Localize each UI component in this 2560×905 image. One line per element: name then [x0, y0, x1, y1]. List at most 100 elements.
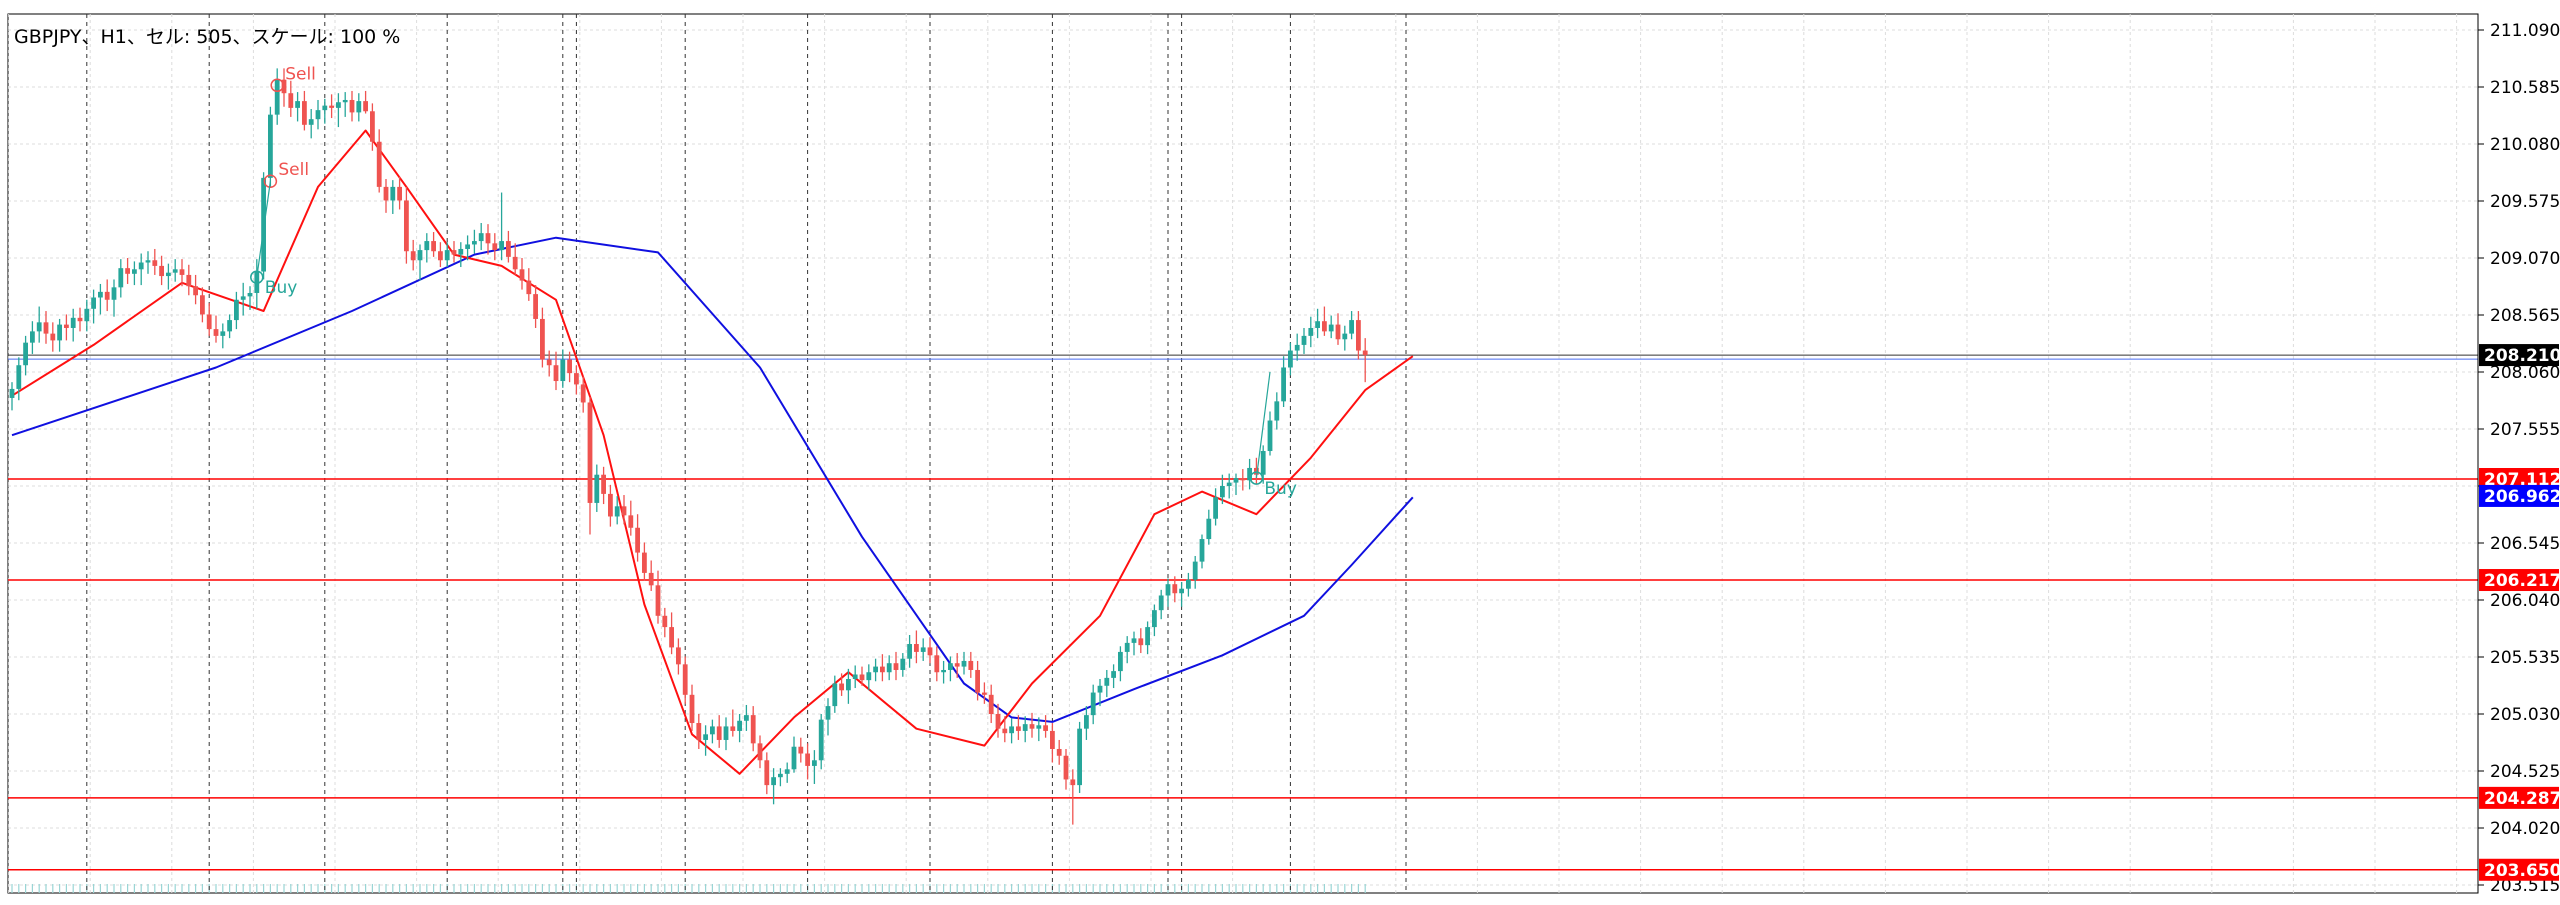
- candle[interactable]: [744, 704, 749, 731]
- candle[interactable]: [914, 630, 919, 664]
- candle[interactable]: [438, 242, 443, 268]
- candle[interactable]: [329, 94, 334, 119]
- candle[interactable]: [907, 634, 912, 668]
- candle[interactable]: [608, 484, 613, 527]
- candle[interactable]: [1240, 469, 1246, 491]
- candle[interactable]: [601, 466, 606, 505]
- candle[interactable]: [900, 653, 906, 677]
- candle[interactable]: [737, 714, 742, 743]
- candle[interactable]: [1233, 473, 1239, 496]
- candle[interactable]: [920, 638, 926, 661]
- candle[interactable]: [934, 646, 940, 682]
- candle[interactable]: [614, 496, 620, 525]
- candle[interactable]: [1226, 473, 1232, 499]
- candle[interactable]: [451, 241, 457, 263]
- candle[interactable]: [954, 653, 960, 678]
- candle[interactable]: [567, 351, 572, 383]
- candle[interactable]: [30, 321, 35, 354]
- candle[interactable]: [1070, 769, 1076, 825]
- candle[interactable]: [50, 322, 56, 352]
- candle[interactable]: [1118, 646, 1123, 682]
- candle[interactable]: [805, 743, 810, 780]
- candle[interactable]: [642, 542, 647, 581]
- candle[interactable]: [757, 735, 763, 769]
- candle[interactable]: [1322, 306, 1327, 336]
- candle[interactable]: [587, 396, 593, 535]
- candle[interactable]: [390, 180, 396, 214]
- candle[interactable]: [852, 665, 858, 689]
- candle[interactable]: [1036, 717, 1042, 742]
- candle[interactable]: [70, 308, 76, 342]
- candle[interactable]: [342, 92, 348, 117]
- candle[interactable]: [1308, 316, 1314, 348]
- candle[interactable]: [57, 318, 62, 352]
- candle[interactable]: [234, 291, 239, 330]
- candle[interactable]: [778, 768, 783, 787]
- candle[interactable]: [111, 279, 117, 317]
- candle[interactable]: [866, 664, 872, 691]
- candle[interactable]: [628, 500, 634, 536]
- candle[interactable]: [281, 68, 287, 107]
- candle[interactable]: [1152, 604, 1157, 637]
- candle[interactable]: [1328, 315, 1334, 339]
- candle[interactable]: [91, 289, 96, 324]
- candle[interactable]: [988, 684, 994, 724]
- candle[interactable]: [1016, 715, 1021, 740]
- candle[interactable]: [880, 654, 885, 682]
- candle[interactable]: [397, 176, 402, 210]
- candle[interactable]: [1220, 474, 1225, 505]
- candle[interactable]: [370, 103, 375, 151]
- candle[interactable]: [98, 283, 103, 315]
- candle[interactable]: [1124, 636, 1130, 664]
- candle[interactable]: [1274, 392, 1280, 430]
- candle[interactable]: [648, 560, 654, 591]
- candle[interactable]: [1056, 739, 1062, 765]
- candle[interactable]: [1029, 712, 1035, 738]
- candle[interactable]: [1356, 311, 1361, 360]
- candle[interactable]: [968, 651, 974, 678]
- candle[interactable]: [798, 737, 804, 763]
- candle[interactable]: [145, 251, 151, 274]
- candle[interactable]: [1077, 721, 1082, 794]
- candle[interactable]: [1247, 458, 1252, 490]
- candle[interactable]: [703, 725, 708, 756]
- candle[interactable]: [179, 259, 185, 287]
- candle[interactable]: [886, 655, 892, 681]
- candle[interactable]: [1199, 534, 1205, 569]
- candle[interactable]: [206, 303, 212, 336]
- candle[interactable]: [1158, 589, 1164, 620]
- candle[interactable]: [546, 350, 552, 377]
- trade-marker-circle[interactable]: [250, 270, 264, 284]
- candle[interactable]: [730, 709, 736, 737]
- candle[interactable]: [723, 717, 729, 751]
- candle[interactable]: [254, 259, 260, 309]
- candle[interactable]: [84, 299, 90, 332]
- candle[interactable]: [104, 279, 110, 312]
- candle[interactable]: [540, 307, 545, 368]
- candle[interactable]: [621, 495, 627, 525]
- candle[interactable]: [308, 109, 314, 139]
- candle[interactable]: [533, 285, 538, 328]
- candle[interactable]: [1362, 338, 1368, 383]
- candle[interactable]: [995, 703, 1001, 738]
- candle[interactable]: [166, 263, 171, 290]
- candle[interactable]: [526, 268, 532, 301]
- candle[interactable]: [295, 92, 300, 122]
- candle[interactable]: [818, 714, 824, 770]
- candle[interactable]: [118, 259, 124, 298]
- candle[interactable]: [315, 99, 321, 130]
- candle[interactable]: [1111, 664, 1116, 689]
- candle[interactable]: [982, 682, 987, 704]
- candle[interactable]: [1165, 578, 1171, 607]
- candle[interactable]: [1342, 325, 1348, 351]
- candle[interactable]: [376, 129, 382, 193]
- candle[interactable]: [710, 719, 715, 744]
- candle[interactable]: [859, 666, 865, 686]
- candle[interactable]: [1131, 631, 1137, 656]
- candle[interactable]: [499, 192, 504, 261]
- candle[interactable]: [1179, 581, 1184, 607]
- candle[interactable]: [302, 90, 307, 131]
- candle[interactable]: [444, 242, 450, 268]
- candle[interactable]: [580, 376, 586, 413]
